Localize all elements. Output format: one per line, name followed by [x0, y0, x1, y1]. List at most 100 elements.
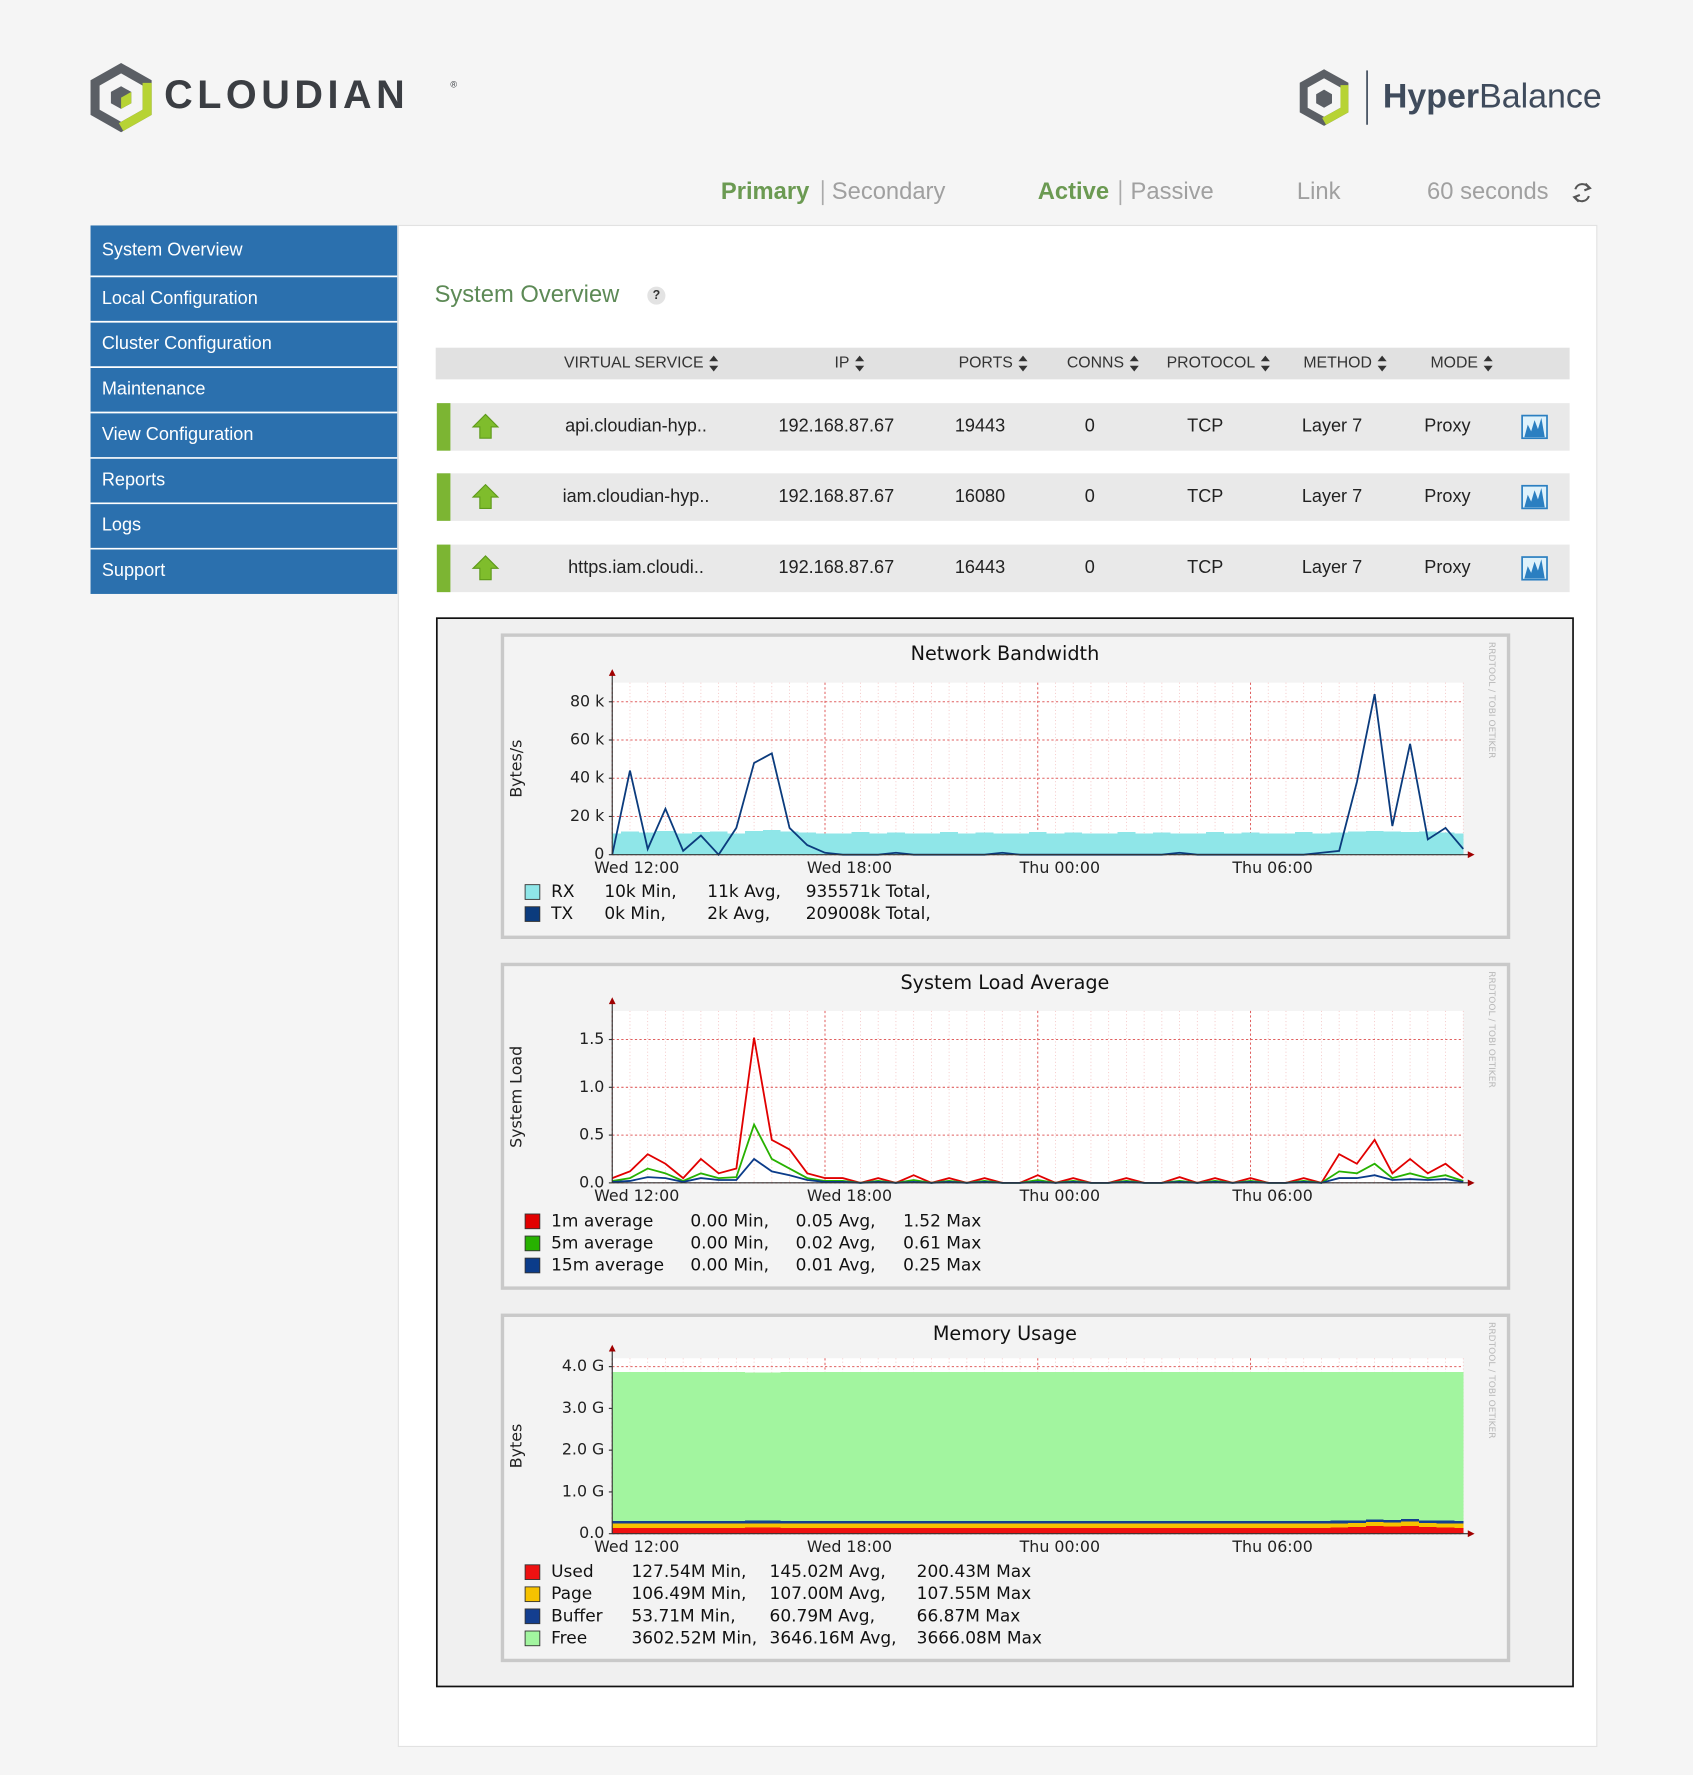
area-segment	[940, 1521, 958, 1524]
status-secondary[interactable]: Secondary	[832, 178, 946, 205]
x-tick-label: Thu 00:00	[1019, 1186, 1100, 1205]
area-segment	[1117, 1521, 1136, 1524]
column-header[interactable]: CONNS	[1067, 355, 1124, 372]
status-link[interactable]: Link	[1297, 178, 1341, 205]
column-header[interactable]: VIRTUAL SERVICE	[564, 355, 704, 372]
area-segment	[922, 1521, 941, 1524]
graph-link-icon[interactable]	[1521, 414, 1548, 440]
status-active[interactable]: Active	[1038, 178, 1109, 205]
area-segment	[1312, 1372, 1331, 1522]
cell: 192.168.87.67	[778, 557, 894, 577]
legend-stat: 11k Avg,	[707, 882, 781, 902]
legend-name: 5m average	[551, 1233, 653, 1253]
area-segment	[1188, 1523, 1207, 1528]
nav-item-bg[interactable]	[90, 321, 398, 368]
graph-link-icon[interactable]	[1521, 484, 1548, 510]
status-passive[interactable]: Passive	[1131, 178, 1214, 205]
legend-stat: 0.00 Min,	[690, 1255, 769, 1275]
y-tick-label: 60 k	[570, 730, 605, 749]
hyperbalance-logo: HyperBalance	[1299, 69, 1602, 126]
nav-item-bg[interactable]	[90, 412, 398, 458]
page-title: System Overview	[435, 281, 621, 308]
legend-stat: 3666.08M Max	[917, 1628, 1042, 1648]
area-segment	[1401, 832, 1419, 855]
area-segment	[1365, 830, 1384, 855]
sort-icon[interactable]	[1129, 355, 1139, 372]
column-header[interactable]: MODE	[1430, 355, 1478, 372]
area-segment	[709, 831, 728, 855]
legend-stat: 107.55M Max	[917, 1584, 1032, 1604]
area-segment	[1312, 1527, 1331, 1534]
column-header[interactable]: PROTOCOL	[1167, 355, 1256, 372]
help-badge[interactable]	[647, 286, 666, 305]
area-segment	[940, 832, 958, 855]
nav-item[interactable]: Support	[102, 560, 165, 580]
area-segment	[780, 1523, 799, 1528]
area-segment	[1064, 832, 1083, 855]
area-segment	[1436, 1523, 1455, 1528]
nav-item-bg[interactable]	[90, 503, 398, 549]
column-header[interactable]: PORTS	[959, 355, 1013, 372]
status-bar	[436, 473, 451, 521]
cell: Layer 7	[1302, 557, 1362, 577]
area-segment	[975, 1372, 994, 1522]
column-header[interactable]: METHOD	[1303, 355, 1372, 372]
nav-item[interactable]: Reports	[102, 469, 165, 489]
sort-icon[interactable]	[1377, 355, 1387, 372]
nav-item-bg[interactable]	[90, 367, 398, 413]
area-segment	[1117, 832, 1136, 855]
area-segment	[1454, 1527, 1464, 1534]
graph-link-icon[interactable]	[1521, 556, 1548, 581]
graphs: Network Bandwidth RRDTOOL / TOBI OETIKER B…	[500, 633, 1511, 1663]
cell: 192.168.87.67	[778, 486, 894, 506]
sort-icon[interactable]	[709, 355, 719, 372]
refresh-icon[interactable]	[1572, 182, 1592, 203]
nav-item-bg[interactable]	[90, 457, 398, 504]
area-segment	[1401, 1525, 1419, 1534]
legend-swatch	[524, 1213, 541, 1230]
area-segment	[1011, 1523, 1029, 1528]
area-segment	[674, 1372, 693, 1522]
help-icon[interactable]: ?	[653, 288, 661, 302]
area-segment	[1241, 1527, 1260, 1534]
nav-item[interactable]: Local Configuration	[102, 288, 258, 308]
sort-icon[interactable]	[855, 355, 865, 372]
status-refresh[interactable]: 60 seconds	[1427, 178, 1549, 205]
y-axis-arrow	[608, 669, 616, 676]
area-segment	[1099, 1523, 1118, 1528]
area-segment	[1223, 1521, 1242, 1524]
sort-icon[interactable]	[1018, 355, 1028, 372]
area-segment	[1330, 1527, 1349, 1534]
area-segment	[1241, 1372, 1260, 1522]
area-segment	[612, 1523, 622, 1528]
area-segment	[1028, 1523, 1047, 1528]
area-segment	[1099, 1521, 1118, 1524]
graph-title: System Load Average	[900, 971, 1109, 994]
nav-item[interactable]: Logs	[102, 515, 141, 535]
area-segment	[1206, 1527, 1224, 1534]
area-segment	[1454, 1521, 1464, 1524]
area-segment	[833, 1523, 852, 1528]
sort-icon[interactable]	[1483, 355, 1493, 372]
area-segment	[993, 1372, 1012, 1522]
nav-item[interactable]: Cluster Configuration	[102, 333, 272, 353]
area-segment	[1383, 1372, 1402, 1520]
status-primary[interactable]: Primary	[721, 178, 810, 205]
y-tick-label: 3.0 G	[562, 1398, 604, 1417]
nav-item[interactable]: View Configuration	[102, 424, 254, 444]
nav-item-bg[interactable]	[90, 548, 398, 594]
column-header[interactable]: IP	[834, 355, 849, 372]
nav-item[interactable]: System Overview	[102, 240, 244, 260]
cell: 0	[1085, 557, 1095, 577]
nav-item-bg[interactable]	[90, 225, 398, 277]
nav-item-bg[interactable]	[90, 276, 398, 322]
sort-icon[interactable]	[1260, 355, 1270, 372]
area-segment	[656, 1521, 675, 1524]
area-segment	[1170, 1523, 1189, 1528]
area-segment	[851, 1527, 870, 1534]
area-segment	[1401, 1519, 1419, 1522]
area-segment	[1436, 1520, 1455, 1524]
area-segment	[1135, 1527, 1153, 1534]
nav-item[interactable]: Maintenance	[102, 379, 206, 399]
services-table: VIRTUAL SERVICE IP PORTS CONNS PROTOCOL METHO…	[436, 355, 1570, 593]
